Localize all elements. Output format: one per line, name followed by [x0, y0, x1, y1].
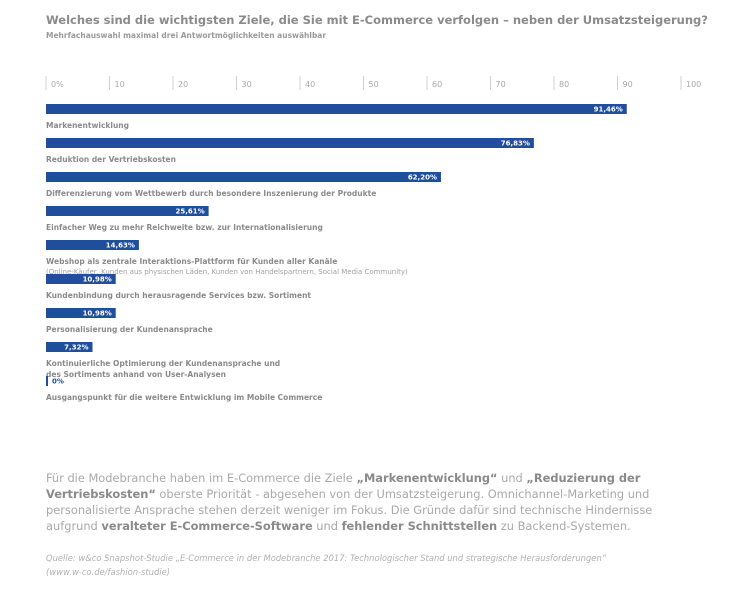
x-tick-label: 70	[496, 80, 506, 89]
bar-value-label: 10,98%	[83, 310, 112, 318]
bar-value-label: 62,20%	[408, 174, 437, 182]
x-tick-label: 100	[686, 80, 701, 89]
bar	[46, 274, 116, 284]
x-tick-label: 10	[115, 80, 125, 89]
bar-value-label: 91,46%	[594, 106, 623, 114]
description-part-3: oberste Priorität - abgesehen von der Um…	[46, 487, 653, 533]
bar-value-label: 10,98%	[83, 276, 112, 284]
category-label: Kundenbindung durch herausragende Servic…	[46, 291, 311, 300]
bar-value-label: 25,61%	[175, 208, 204, 216]
category-label: Ausgangspunkt für die weitere Entwicklun…	[46, 393, 322, 402]
bar-value-label: 0%	[52, 378, 64, 386]
description-highlight-2: „Reduzierung der Vertriebskosten“	[46, 471, 641, 501]
category-label: Reduktion der Vertriebskosten	[46, 155, 176, 164]
bar	[46, 206, 209, 216]
description-part-4: und	[312, 519, 342, 533]
chart-title: Welches sind die wichtigsten Ziele, die …	[46, 13, 708, 27]
bar	[46, 240, 139, 250]
category-label-line2: des Sortiments anhand von User-Analysen	[46, 370, 226, 379]
x-tick-label: 30	[242, 80, 252, 89]
category-label: Markenentwicklung	[46, 121, 129, 130]
bar	[46, 376, 48, 386]
category-label: Personalisierung der Kundenansprache	[46, 325, 213, 334]
x-tick-label: 80	[559, 80, 569, 89]
category-label: Differenzierung vom Wettbewerb durch bes…	[46, 189, 376, 198]
bar-value-label: 76,83%	[501, 140, 530, 148]
x-tick-label: 20	[178, 80, 188, 89]
category-sublabel: (Online-Käufer, Kunden aus physischen Lä…	[46, 268, 408, 276]
bar-value-label: 14,63%	[106, 242, 135, 250]
chart-subtitle: Mehrfachauswahl maximal drei Antwortmögl…	[46, 31, 327, 40]
description-part-2: und	[497, 471, 527, 485]
bar-value-label: 7,32%	[64, 344, 88, 352]
source-line-2: (www.w-co.de/fashion-studie)	[46, 567, 171, 577]
description-highlight-1: „Markenentwicklung“	[356, 471, 498, 485]
category-label: Einfacher Weg zu mehr Reichweite bzw. zu…	[46, 223, 323, 232]
source-line-1: Quelle: w&co Snapshot-Studie „E-Commerce…	[46, 553, 607, 563]
description-part-1: Für die Modebranche haben im E-Commerce …	[46, 471, 357, 485]
bar-chart: 0% 10 20 30 40 50 60 70 80 90 100 91,46% Markenentwi…	[45, 76, 701, 402]
source-note: Quelle: w&co Snapshot-Studie „E-Commerce…	[46, 551, 716, 579]
x-tick-label: 60	[432, 80, 442, 89]
description-highlight-3: veralteter E-Commerce-Software	[101, 519, 313, 533]
bar	[46, 104, 627, 114]
description-part-5: zu Backend-Systemen.	[497, 519, 631, 533]
bar	[46, 308, 116, 318]
x-tick-label: 90	[623, 80, 633, 89]
bar	[46, 342, 93, 352]
description-text: Für die Modebranche haben im E-Commerce …	[46, 470, 706, 534]
x-tick-label: 50	[369, 80, 379, 89]
bar	[46, 172, 441, 182]
bar	[46, 138, 534, 148]
description-highlight-4: fehlender Schnittstellen	[341, 519, 498, 533]
x-tick-label: 40	[305, 80, 315, 89]
x-tick-label: 0%	[51, 80, 64, 89]
category-label: Webshop als zentrale Interaktions-Plattf…	[46, 257, 337, 266]
category-label: Kontinuierliche Optimierung der Kundenan…	[46, 359, 280, 368]
